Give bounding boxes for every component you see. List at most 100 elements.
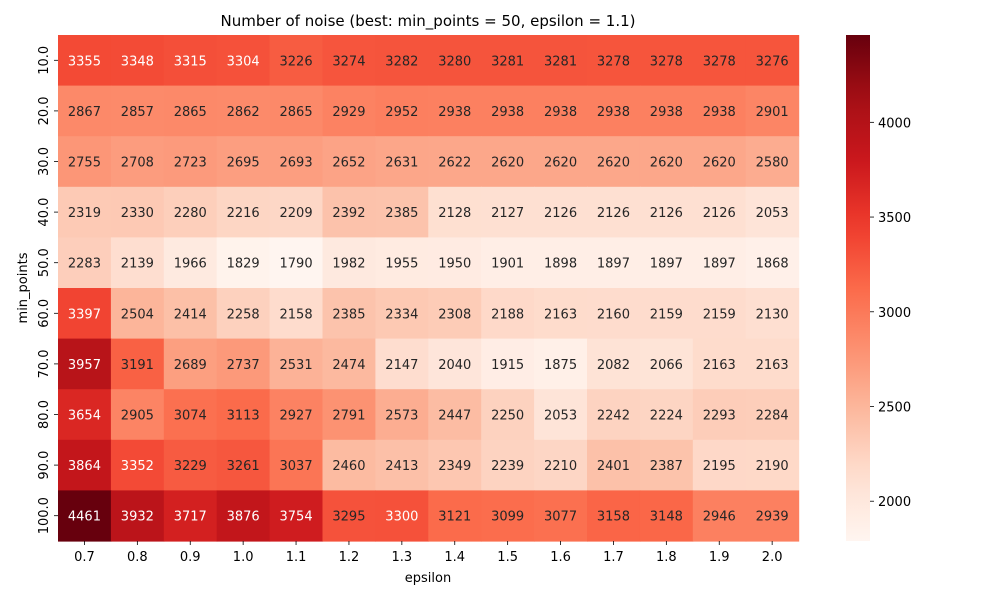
heatmap-cell	[110, 490, 165, 542]
heatmap-cell	[587, 490, 641, 542]
cell-value-label: 2946	[703, 510, 736, 525]
cell-value-label: 3932	[121, 510, 154, 525]
heatmap-cell	[481, 186, 535, 238]
heatmap-cell	[639, 439, 694, 491]
cell-value-label: 2865	[280, 105, 313, 120]
heatmap-cell	[216, 85, 271, 137]
cell-value-label: 3113	[227, 409, 260, 424]
cell-value-label: 2209	[280, 206, 313, 221]
heatmap-cell	[269, 186, 324, 238]
cell-value-label: 2620	[544, 156, 577, 171]
cell-value-label: 2126	[597, 206, 630, 221]
cell-value-label: 3278	[703, 54, 736, 69]
cell-value-label: 2387	[650, 459, 683, 474]
x-tick-label: 1.2	[339, 550, 360, 565]
cell-value-label: 2927	[280, 409, 313, 424]
heatmap-cell	[322, 288, 376, 340]
heatmap-cell	[110, 186, 165, 238]
y-tick-label: 30.0	[37, 147, 52, 176]
heatmap-cell	[534, 338, 588, 390]
cell-value-label: 2188	[491, 307, 524, 322]
cell-value-label: 3315	[174, 54, 207, 69]
heatmap-cell	[58, 338, 112, 390]
heatmap-cell	[639, 490, 694, 542]
heatmap-cell	[58, 85, 112, 137]
heatmap-cell	[216, 338, 271, 390]
cell-value-label: 2250	[491, 409, 524, 424]
cell-value-label: 2693	[280, 156, 313, 171]
cell-value-label: 1901	[491, 257, 524, 272]
heatmap-cell	[375, 136, 429, 188]
heatmap-cell	[481, 288, 535, 340]
heatmap-cell	[481, 439, 535, 491]
cell-value-label: 1875	[544, 358, 577, 373]
cell-value-label: 2126	[703, 206, 736, 221]
y-tick-label: 70.0	[37, 349, 52, 378]
cell-value-label: 2127	[491, 206, 524, 221]
heatmap-cell	[587, 338, 641, 390]
heatmap-cell	[534, 490, 588, 542]
x-tick-label: 1.0	[233, 550, 254, 565]
heatmap-cell	[428, 186, 482, 238]
cell-value-label: 2938	[703, 105, 736, 120]
x-tick-label: 1.4	[444, 550, 465, 565]
cell-value-label: 2082	[597, 358, 630, 373]
y-tick-label: 50.0	[37, 248, 52, 277]
heatmap-cell	[216, 439, 271, 491]
cell-value-label: 1868	[756, 257, 789, 272]
cell-value-label: 3654	[68, 409, 101, 424]
cell-value-label: 3300	[385, 510, 418, 525]
heatmap-cell	[163, 237, 218, 289]
cell-value-label: 3397	[68, 307, 101, 322]
cell-value-label: 2126	[544, 206, 577, 221]
cell-value-label: 2128	[438, 206, 471, 221]
cell-value-label: 3348	[121, 54, 154, 69]
cell-value-label: 2163	[756, 358, 789, 373]
cell-value-label: 2938	[544, 105, 577, 120]
cell-value-label: 2531	[280, 358, 313, 373]
cell-value-label: 2504	[121, 307, 154, 322]
colorbar-tick-label: 2500	[878, 400, 911, 415]
heatmap-cell	[163, 338, 218, 390]
cell-value-label: 2242	[597, 409, 630, 424]
heatmap-cell	[692, 338, 747, 390]
cell-value-label: 2053	[756, 206, 789, 221]
cell-value-label: 4461	[68, 510, 101, 525]
cell-value-label: 3304	[227, 54, 260, 69]
heatmap-cell	[745, 237, 800, 289]
cell-value-label: 2293	[703, 409, 736, 424]
heatmap-cell	[481, 338, 535, 390]
cell-value-label: 1915	[491, 358, 524, 373]
cell-value-label: 2689	[174, 358, 207, 373]
cell-value-label: 2867	[68, 105, 101, 120]
heatmap-cell	[375, 237, 429, 289]
cell-value-label: 2573	[385, 409, 418, 424]
y-tick-label: 40.0	[37, 198, 52, 227]
heatmap-cell	[269, 338, 324, 390]
cell-value-label: 3281	[491, 54, 524, 69]
cell-value-label: 2857	[121, 105, 154, 120]
x-tick-label: 2.0	[762, 550, 783, 565]
heatmap-cell	[745, 288, 800, 340]
heatmap-cell	[58, 136, 112, 188]
heatmap-cell	[110, 85, 165, 137]
cell-value-label: 2708	[121, 156, 154, 171]
heatmap-cell	[375, 35, 429, 87]
x-tick-label: 0.9	[180, 550, 201, 565]
heatmap-cell	[745, 85, 800, 137]
cell-value-label: 2126	[650, 206, 683, 221]
heatmap-cell	[587, 389, 641, 441]
cell-value-label: 2622	[438, 156, 471, 171]
chart-title: Number of noise (best: min_points = 50, …	[220, 12, 635, 31]
heatmap-cell	[110, 439, 165, 491]
cell-value-label: 2413	[385, 459, 418, 474]
heatmap-cell	[534, 237, 588, 289]
cell-value-label: 3191	[121, 358, 154, 373]
heatmap-cell	[745, 490, 800, 542]
heatmap-cell	[692, 237, 747, 289]
heatmap-cell	[534, 288, 588, 340]
heatmap-cells: 3355 3348 3315 3304 3226 3274 3282 3280 3281 3281…	[58, 35, 800, 542]
heatmap-cell	[269, 288, 324, 340]
cell-value-label: 2901	[756, 105, 789, 120]
